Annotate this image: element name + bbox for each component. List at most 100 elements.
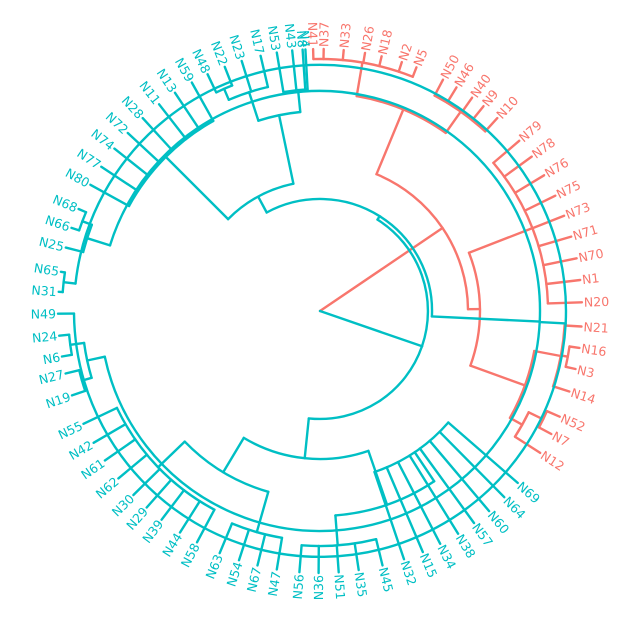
dendrogram-branch bbox=[58, 333, 71, 337]
dendrogram-branch bbox=[275, 51, 285, 94]
leaf-label: N3 bbox=[576, 362, 596, 380]
dendrogram-branch bbox=[438, 430, 506, 499]
dendrogram-branch bbox=[385, 466, 424, 554]
leaf-label: N71 bbox=[571, 222, 599, 244]
leaf-label: N68 bbox=[51, 192, 80, 216]
leaf-label: N70 bbox=[577, 245, 605, 265]
leaf-label: N63 bbox=[202, 552, 226, 581]
leaf-label: N5 bbox=[410, 47, 430, 69]
leaf-label: N33 bbox=[336, 22, 353, 49]
dendrogram-branch bbox=[411, 66, 418, 78]
dendrogram-branch bbox=[164, 155, 230, 221]
dendrogram-branch bbox=[447, 421, 519, 485]
leaf-label: N25 bbox=[37, 234, 65, 255]
leaf-label: N55 bbox=[56, 418, 85, 442]
dendrogram-branch bbox=[59, 270, 67, 274]
leaf-label: N53 bbox=[265, 24, 284, 51]
leaf-label: N2 bbox=[395, 41, 415, 62]
dendrogram-branch bbox=[396, 460, 442, 545]
dendrogram-branch bbox=[126, 131, 162, 165]
dendrogram-branch bbox=[408, 454, 460, 535]
dendrogram-branch bbox=[533, 349, 562, 358]
dendrogram-branch bbox=[157, 103, 188, 141]
dendrogram-branch bbox=[80, 376, 93, 382]
leaf-label: N16 bbox=[580, 341, 607, 359]
dendrogram-branch bbox=[374, 538, 384, 567]
dendrogram-branch bbox=[82, 406, 119, 425]
leaf-label: N8 bbox=[294, 30, 310, 48]
dendrogram-branch bbox=[255, 490, 270, 534]
dendrogram-branch bbox=[145, 478, 173, 509]
leaf-label: N27 bbox=[37, 367, 65, 388]
dendrogram-branch bbox=[230, 522, 284, 539]
dendrogram-branch bbox=[69, 341, 86, 346]
leaf-label: N6 bbox=[42, 349, 62, 367]
dendrogram-branch bbox=[70, 226, 81, 232]
leaf-label: N54 bbox=[223, 560, 245, 589]
dendrogram-branch bbox=[353, 542, 360, 572]
leaf-label: N42 bbox=[66, 437, 95, 463]
leaf-label: N77 bbox=[74, 146, 103, 172]
dendrogram-branch bbox=[375, 173, 470, 311]
leaf-label: N19 bbox=[44, 389, 73, 411]
dendrogram-branch bbox=[563, 324, 583, 328]
dendrogram-branch bbox=[334, 514, 339, 547]
dendrogram-branch bbox=[335, 544, 340, 574]
dendrogram-branch bbox=[218, 522, 234, 555]
leaf-label: N66 bbox=[43, 212, 72, 234]
dendrogram-branch bbox=[373, 470, 406, 561]
dendrogram-branch bbox=[113, 147, 151, 178]
dendrogram-branch bbox=[265, 197, 434, 318]
dendrogram-branch bbox=[568, 345, 581, 350]
dendrogram-branch bbox=[318, 226, 444, 313]
dendrogram-branch bbox=[469, 364, 527, 387]
dendrogram-branch bbox=[355, 94, 447, 135]
dendrogram-branch bbox=[256, 533, 267, 567]
leaf-label: N15 bbox=[417, 551, 441, 580]
leaf-label: N80 bbox=[63, 165, 92, 190]
dendrogram-branch bbox=[117, 453, 149, 480]
dendrogram-branch bbox=[61, 271, 67, 294]
dendrogram-branch bbox=[72, 63, 568, 559]
leaf-label: N4 bbox=[297, 30, 313, 48]
dendrogram-branch bbox=[397, 60, 403, 73]
leaf-label: N47 bbox=[265, 570, 284, 597]
leaf-label: N61 bbox=[78, 456, 107, 483]
dendrogram-branch bbox=[303, 417, 310, 460]
leaf-label: N17 bbox=[247, 28, 267, 56]
dendrogram-branch bbox=[467, 226, 534, 254]
leaf-label: N74 bbox=[88, 126, 117, 153]
dendrogram-branch bbox=[318, 309, 424, 348]
dendrogram-branch bbox=[430, 315, 541, 323]
dendrogram-branch bbox=[156, 440, 186, 469]
leaf-label: N35 bbox=[352, 571, 371, 598]
dendrogram-branch bbox=[378, 55, 383, 68]
dendrogram-branches bbox=[56, 47, 584, 575]
dendrogram-branch bbox=[67, 333, 73, 356]
dendrogram-branch bbox=[300, 538, 378, 548]
dendrogram-branch bbox=[564, 365, 577, 371]
dendrogram-branch bbox=[307, 218, 430, 421]
dendrogram-branch bbox=[375, 108, 405, 176]
leaf-label: N24 bbox=[31, 328, 58, 345]
dendrogram-branch bbox=[226, 182, 295, 221]
dendrogram-branch bbox=[413, 451, 436, 483]
leaf-label: N73 bbox=[563, 199, 592, 222]
leaf-label: N7 bbox=[550, 428, 572, 449]
dendrogram-branch bbox=[127, 119, 215, 208]
leaf-label: N65 bbox=[33, 260, 60, 279]
dendrogram-branch bbox=[178, 500, 201, 534]
dendrogram-branch bbox=[173, 91, 201, 131]
dendrogram-branch bbox=[537, 426, 553, 436]
dendrogram-branch bbox=[334, 480, 436, 517]
dendrogram-branch bbox=[362, 51, 367, 64]
dendrogram-branch bbox=[373, 421, 450, 474]
leaf-label: N31 bbox=[31, 282, 57, 299]
dendrogram-branch bbox=[103, 438, 137, 462]
dendrogram-branch bbox=[62, 281, 77, 285]
dendrogram-branch bbox=[301, 48, 307, 91]
leaf-label: N49 bbox=[31, 306, 56, 321]
dendrogram-branch bbox=[551, 385, 571, 393]
dendrogram-branch bbox=[183, 440, 270, 493]
